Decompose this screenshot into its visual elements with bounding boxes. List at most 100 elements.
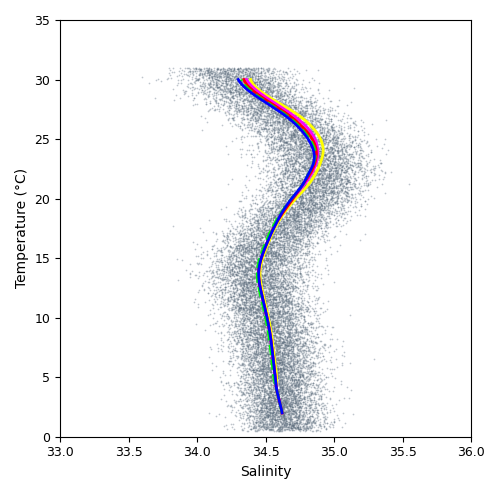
Point <box>239 109 247 117</box>
Point <box>262 345 270 353</box>
Point <box>278 226 286 234</box>
Point <box>337 168 345 176</box>
Point <box>239 326 247 333</box>
Point <box>284 107 292 115</box>
Point <box>210 78 218 86</box>
Point <box>288 200 296 208</box>
Point <box>256 302 264 310</box>
Point <box>354 127 362 135</box>
Point <box>282 183 290 191</box>
Point <box>245 365 253 373</box>
Point <box>240 386 248 394</box>
Point <box>282 363 290 370</box>
Point <box>304 271 312 279</box>
Point <box>288 310 296 318</box>
Point <box>310 130 318 138</box>
Point <box>294 120 302 127</box>
Point <box>274 225 281 233</box>
Point <box>276 366 283 374</box>
Point <box>271 214 279 222</box>
Point <box>299 334 307 342</box>
Point <box>282 414 290 422</box>
Point <box>314 345 322 353</box>
Point <box>267 245 275 253</box>
Point <box>258 326 266 334</box>
Point <box>316 212 324 220</box>
Point <box>317 224 325 232</box>
Point <box>288 376 296 384</box>
Point <box>295 138 303 146</box>
Point <box>305 340 313 348</box>
Point <box>351 180 359 188</box>
Point <box>232 230 239 238</box>
Point <box>232 282 239 289</box>
Point <box>302 204 310 211</box>
Point <box>323 142 331 150</box>
Point <box>190 295 198 303</box>
Point <box>224 295 232 303</box>
Point <box>214 305 222 313</box>
Point <box>286 395 294 403</box>
Point <box>262 229 270 237</box>
Point <box>295 262 303 270</box>
Point <box>233 310 241 318</box>
Point <box>294 122 302 130</box>
Point <box>288 301 296 309</box>
Point <box>252 347 260 355</box>
Point <box>315 155 323 163</box>
Point <box>264 100 272 108</box>
Point <box>264 239 272 247</box>
Point <box>268 106 276 114</box>
Point <box>204 284 212 291</box>
Point <box>306 183 314 191</box>
Point <box>238 246 246 254</box>
Point <box>246 265 254 273</box>
Point <box>284 220 292 228</box>
Point <box>237 78 245 86</box>
Point <box>240 298 248 306</box>
Point <box>220 291 228 299</box>
Point <box>272 331 280 339</box>
Point <box>268 259 276 267</box>
Point <box>254 277 262 285</box>
Point <box>302 156 310 164</box>
Point <box>304 343 312 351</box>
Point <box>356 210 364 218</box>
Point <box>270 307 278 315</box>
Point <box>232 239 239 247</box>
Point <box>290 358 298 366</box>
Point <box>276 298 283 306</box>
Point <box>284 388 292 396</box>
Point <box>299 107 307 115</box>
Point <box>272 278 280 286</box>
Point <box>264 375 272 383</box>
Point <box>224 293 232 301</box>
Point <box>276 322 283 330</box>
Point <box>240 71 248 79</box>
Point <box>246 412 254 420</box>
Point <box>194 274 202 282</box>
Point <box>244 342 252 350</box>
Point <box>340 160 347 167</box>
Point <box>294 336 302 344</box>
Point <box>264 257 272 265</box>
Point <box>346 121 354 129</box>
Point <box>286 119 294 127</box>
Point <box>232 344 239 352</box>
Point <box>317 196 325 204</box>
Point <box>306 208 314 216</box>
Point <box>278 372 286 380</box>
Point <box>246 425 254 433</box>
Point <box>286 400 294 408</box>
Point <box>269 401 277 409</box>
Point <box>270 311 278 319</box>
Point <box>231 328 239 335</box>
Point <box>234 293 242 301</box>
Point <box>224 296 232 304</box>
Point <box>304 204 312 211</box>
Point <box>278 209 286 217</box>
Point <box>300 109 308 117</box>
Point <box>305 220 313 228</box>
Point <box>296 204 304 212</box>
Point <box>248 93 256 101</box>
